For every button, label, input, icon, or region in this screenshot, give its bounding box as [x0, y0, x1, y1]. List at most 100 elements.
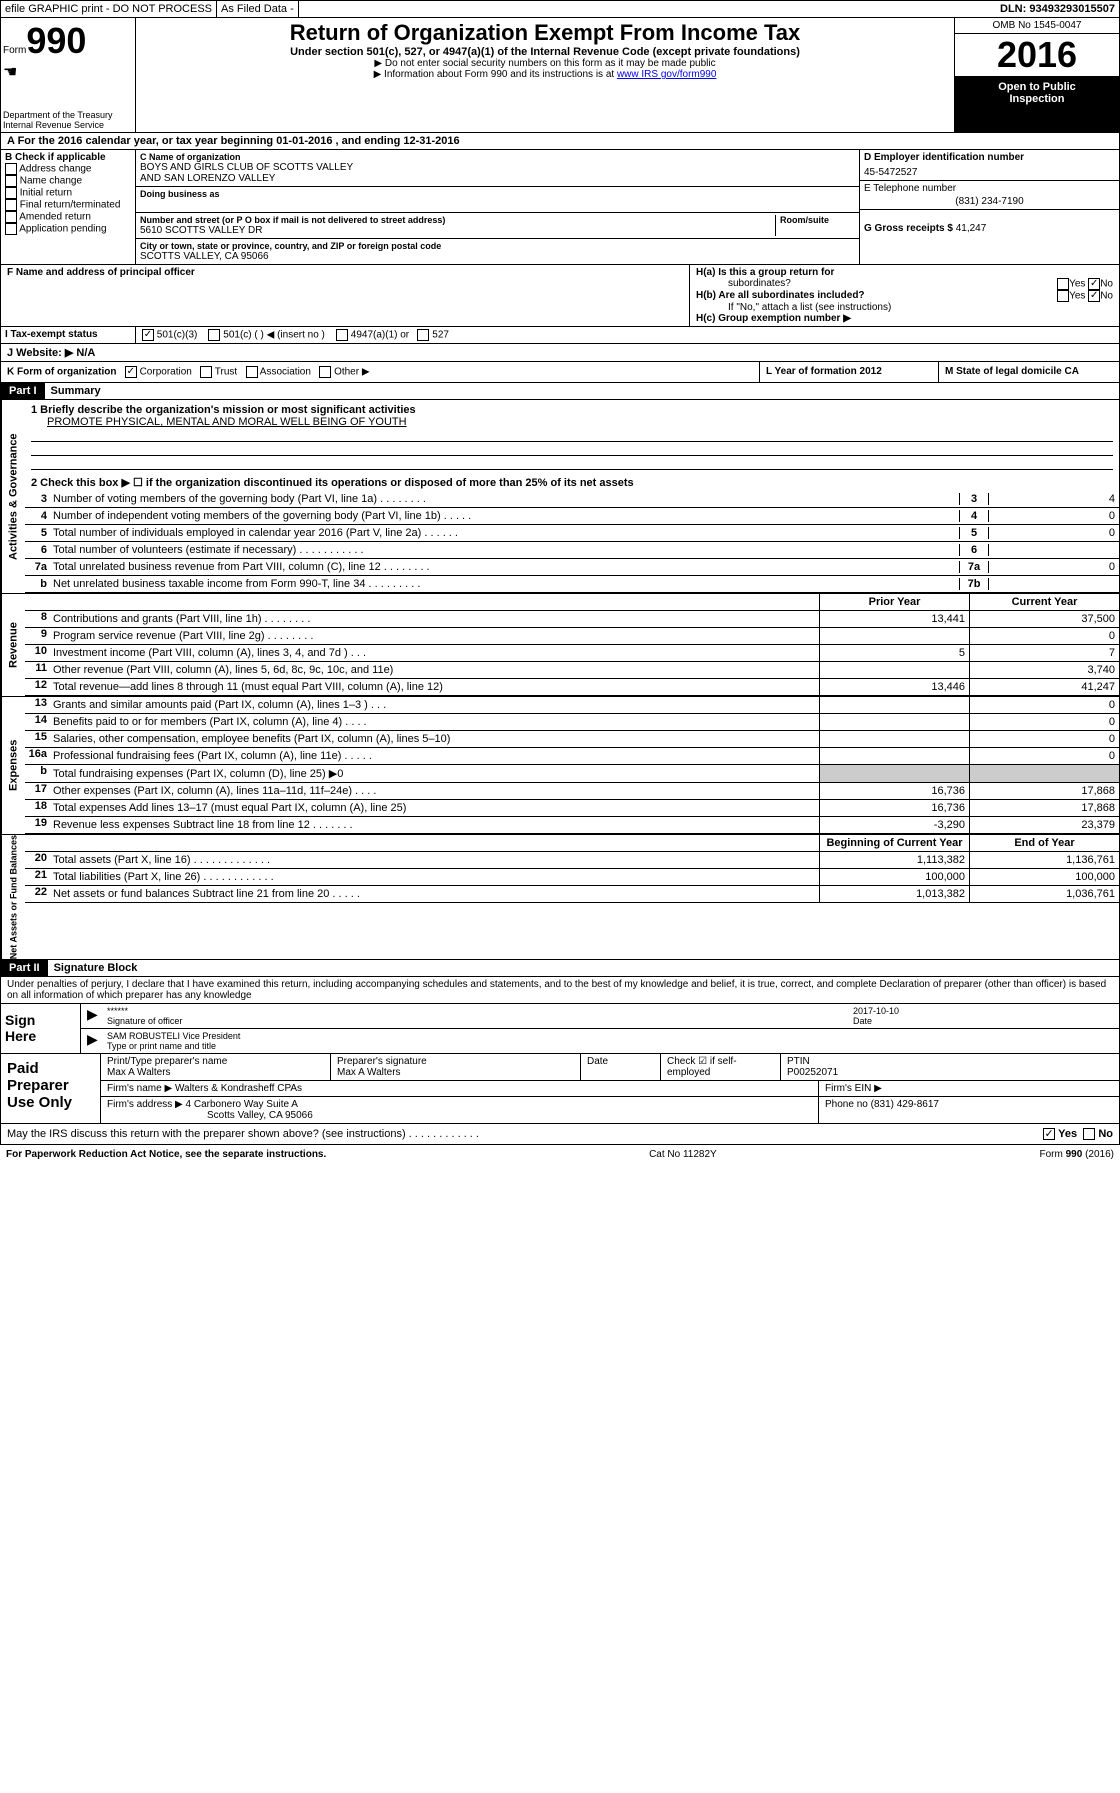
hb-label: H(b) Are all subordinates included? — [696, 290, 865, 302]
summary-line: 7aTotal unrelated business revenue from … — [25, 559, 1119, 576]
form-note-2: ▶ Information about Form 990 and its ins… — [142, 69, 948, 80]
prep-date-label: Date — [587, 1056, 654, 1067]
financial-line: 20Total assets (Part X, line 16) . . . .… — [25, 852, 1119, 869]
checkbox-item[interactable]: Initial return — [5, 187, 131, 199]
section-a: A For the 2016 calendar year, or tax yea… — [0, 133, 1120, 150]
part-1-label: Part I — [1, 383, 45, 399]
sig-stars: ****** — [107, 1006, 853, 1016]
financial-line: 19Revenue less expenses Subtract line 18… — [25, 817, 1119, 834]
col-b-title: B Check if applicable — [5, 152, 131, 163]
revenue-sidebar: Revenue — [1, 594, 25, 696]
financial-line: 9Program service revenue (Part VIII, lin… — [25, 628, 1119, 645]
section-f-label: F Name and address of principal officer — [7, 267, 195, 278]
revenue-header: Prior Year Current Year — [25, 594, 1119, 611]
klm-row: K Form of organization ✓ Corporation Tru… — [0, 362, 1120, 383]
financial-line: 21Total liabilities (Part X, line 26) . … — [25, 869, 1119, 886]
tel-value: (831) 234-7190 — [864, 194, 1115, 207]
discuss-yes-checkbox[interactable]: ✓ — [1043, 1128, 1055, 1140]
sig-date: 2017-10-10 — [853, 1006, 1113, 1016]
hb-no-checkbox[interactable]: ✓ — [1088, 290, 1100, 302]
section-j-website: J Website: ▶ N/A — [0, 344, 1120, 362]
governance-section: Activities & Governance 1 Briefly descri… — [0, 400, 1120, 594]
prep-name-label: Print/Type preparer's name — [107, 1056, 324, 1067]
section-l: L Year of formation 2012 — [759, 362, 939, 382]
checkbox-item[interactable]: Application pending — [5, 223, 131, 235]
signature-block: Under penalties of perjury, I declare th… — [0, 977, 1120, 1054]
checkbox-item[interactable]: Address change — [5, 163, 131, 175]
part-1-header: Part I Summary — [0, 383, 1120, 400]
financial-line: 14Benefits paid to or for members (Part … — [25, 714, 1119, 731]
col-b-checkboxes: B Check if applicable Address change Nam… — [1, 150, 136, 264]
checkbox-item[interactable]: Final return/terminated — [5, 199, 131, 211]
title-box: Return of Organization Exempt From Incom… — [136, 18, 954, 132]
other-checkbox[interactable] — [319, 366, 331, 378]
info-grid: B Check if applicable Address change Nam… — [0, 150, 1120, 265]
501c3-checkbox[interactable]: ✓ — [142, 329, 154, 341]
financial-line: bTotal fundraising expenses (Part IX, co… — [25, 765, 1119, 783]
firm-phone: (831) 429-8617 — [871, 1099, 939, 1110]
perjury-statement: Under penalties of perjury, I declare th… — [1, 977, 1119, 1004]
org-name-2: AND SAN LORENZO VALLEY — [140, 173, 855, 184]
room-label: Room/suite — [780, 215, 855, 225]
tax-year: 2016 — [954, 34, 1119, 77]
org-name-1: BOYS AND GIRLS CLUB OF SCOTTS VALLEY — [140, 162, 855, 173]
checkbox-item[interactable]: Name change — [5, 175, 131, 187]
gross-value: 41,247 — [956, 223, 987, 234]
current-year-header: Current Year — [969, 594, 1119, 610]
expenses-sidebar: Expenses — [1, 697, 25, 834]
omb-number: OMB No 1545-0047 — [954, 18, 1119, 34]
beginning-year-header: Beginning of Current Year — [819, 835, 969, 851]
form-word: Form — [3, 45, 26, 56]
ha-no-checkbox[interactable]: ✓ — [1088, 278, 1100, 290]
pra-notice: For Paperwork Reduction Act Notice, see … — [6, 1149, 326, 1160]
501c-checkbox[interactable] — [208, 329, 220, 341]
sig-date-label: Date — [853, 1016, 1113, 1026]
4947-checkbox[interactable] — [336, 329, 348, 341]
firm-addr-label: Firm's address ▶ — [107, 1099, 183, 1110]
col-d-ids: D Employer identification number 45-5472… — [859, 150, 1119, 264]
addr-label: Number and street (or P O box if mail is… — [140, 215, 775, 225]
ptin-value: P00252071 — [787, 1067, 1113, 1078]
financial-line: 16aProfessional fundraising fees (Part I… — [25, 748, 1119, 765]
org-address: 5610 SCOTTS VALLEY DR — [140, 225, 775, 236]
527-checkbox[interactable] — [417, 329, 429, 341]
mission-label: 1 Briefly describe the organization's mi… — [31, 404, 1113, 416]
form-version: Form 990 (2016) — [1040, 1149, 1114, 1160]
prior-year-header: Prior Year — [819, 594, 969, 610]
trust-checkbox[interactable] — [200, 366, 212, 378]
dept-irs: Internal Revenue Service — [3, 120, 133, 130]
summary-line: 3Number of voting members of the governi… — [25, 491, 1119, 508]
ha-label: H(a) Is this a group return for — [696, 267, 834, 278]
summary-line: bNet unrelated business taxable income f… — [25, 576, 1119, 593]
ha-yes-checkbox[interactable] — [1057, 278, 1069, 290]
gross-label: G Gross receipts $ — [864, 223, 953, 234]
financial-line: 22Net assets or fund balances Subtract l… — [25, 886, 1119, 903]
hb-yes-checkbox[interactable] — [1057, 290, 1069, 302]
prep-name: Max A Walters — [107, 1067, 324, 1078]
col-c-org-info: C Name of organization BOYS AND GIRLS CL… — [136, 150, 859, 264]
tax-exempt-label: I Tax-exempt status — [1, 327, 136, 343]
dln: DLN: 93493293015507 — [996, 1, 1119, 17]
officer-name: SAM ROBUSTELI Vice President — [107, 1031, 1113, 1041]
org-name-label: C Name of organization — [140, 152, 855, 162]
title-row: Form 990 ☚ Department of the Treasury In… — [0, 18, 1120, 133]
irs-link[interactable]: www IRS gov/form990 — [617, 69, 716, 80]
ein-label: D Employer identification number — [864, 152, 1115, 163]
checkbox-item[interactable]: Amended return — [5, 211, 131, 223]
h-note: If "No," attach a list (see instructions… — [696, 302, 1113, 313]
tel-label: E Telephone number — [864, 183, 1115, 194]
sign-here-label: SignHere — [1, 1004, 81, 1053]
summary-line: 5Total number of individuals employed in… — [25, 525, 1119, 542]
discuss-no-checkbox[interactable] — [1083, 1128, 1095, 1140]
assoc-checkbox[interactable] — [246, 366, 258, 378]
cat-number: Cat No 11282Y — [649, 1149, 717, 1160]
firm-addr-2: Scotts Valley, CA 95066 — [107, 1110, 812, 1121]
form-subtitle: Under section 501(c), 527, or 4947(a)(1)… — [142, 46, 948, 58]
corp-checkbox[interactable]: ✓ — [125, 366, 137, 378]
summary-line: 6Total number of volunteers (estimate if… — [25, 542, 1119, 559]
hc-label: H(c) Group exemption number ▶ — [696, 313, 1113, 324]
firm-phone-label: Phone no — [825, 1099, 868, 1110]
part-2-header: Part II Signature Block — [0, 960, 1120, 977]
officer-name-label: Type or print name and title — [107, 1041, 1113, 1051]
dln-value: 93493293015507 — [1029, 3, 1115, 15]
